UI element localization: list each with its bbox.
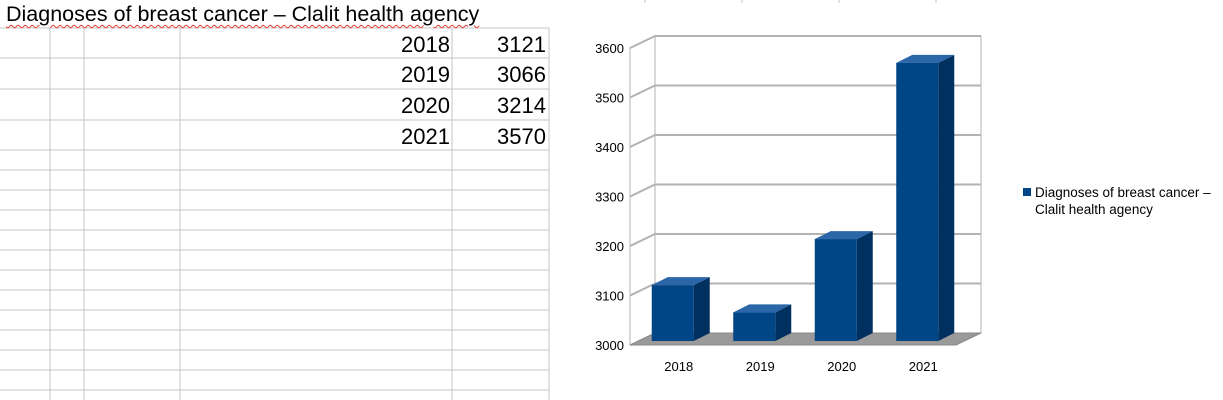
bar-front-2021	[896, 62, 939, 341]
legend-label-line-2: Clalit health agency	[1035, 202, 1153, 217]
bar-side-2019	[775, 304, 792, 341]
cell-value-2018[interactable]: 3121	[497, 32, 546, 57]
x-tick-label-2019: 2019	[746, 359, 775, 374]
cell-value-2019[interactable]: 3066	[497, 62, 546, 87]
gridline-3300	[629, 183, 981, 198]
gridline-3400	[629, 134, 981, 148]
legend-color-key	[1023, 188, 1031, 196]
bar-side-2020	[856, 231, 873, 341]
cell-year-2019[interactable]: 2019	[401, 62, 450, 87]
bars	[651, 54, 955, 341]
bar-chart[interactable]: 3000 3100 3200 3300 3400 3500 3600 2018 2019 202…	[568, 0, 1018, 400]
spreadsheet: Diagnoses of breast cancer – Clalit heal…	[0, 0, 600, 400]
y-axis-tick-labels: 3000 3100 3200 3300 3400 3500 3600	[595, 41, 624, 353]
y-tick-label-3000: 3000	[595, 338, 624, 353]
x-tick-label-2018: 2018	[664, 359, 693, 374]
sheet-gridlines	[0, 27, 550, 400]
bar-2021	[896, 54, 955, 341]
bar-2020	[814, 231, 873, 341]
y-tick-label-3400: 3400	[595, 140, 624, 155]
bar-2019	[733, 304, 792, 341]
y-tick-label-3200: 3200	[595, 239, 624, 254]
sheet-title-cell[interactable]: Diagnoses of breast cancer – Clalit heal…	[6, 2, 480, 26]
x-axis-tick-labels: 2018 2019 2020 2021	[664, 359, 937, 374]
floor	[629, 332, 982, 346]
y-tick-label-3600: 3600	[595, 41, 624, 56]
bar-front-2019	[733, 312, 776, 341]
y-tick-label-3500: 3500	[595, 91, 624, 106]
y-tick-label-3300: 3300	[595, 190, 624, 205]
cell-value-2020[interactable]: 3214	[497, 93, 546, 118]
bar-top-2021	[896, 54, 955, 63]
gridline-3600	[629, 35, 981, 49]
bar-front-2020	[814, 239, 857, 341]
x-tick-label-2020: 2020	[827, 359, 856, 374]
gridline-3500	[629, 84, 981, 99]
cell-value-2021[interactable]: 3570	[497, 124, 546, 149]
bar-top-2018	[651, 277, 710, 286]
cell-year-2018[interactable]: 2018	[401, 32, 450, 57]
bar-side-2021	[938, 54, 955, 341]
bar-top-2019	[733, 304, 792, 313]
bar-side-2018	[693, 277, 710, 341]
bar-2018	[651, 277, 710, 341]
chart-legend[interactable]: Diagnoses of breast cancer – Clalit heal…	[1023, 184, 1223, 218]
y-tick-label-3100: 3100	[595, 289, 624, 304]
cell-year-2020[interactable]: 2020	[401, 93, 450, 118]
bar-front-2018	[651, 285, 694, 341]
legend-label-line-1: Diagnoses of breast cancer –	[1035, 185, 1211, 200]
x-tick-label-2021: 2021	[909, 359, 938, 374]
bar-top-2020	[814, 231, 873, 240]
cell-year-2021[interactable]: 2021	[401, 124, 450, 149]
